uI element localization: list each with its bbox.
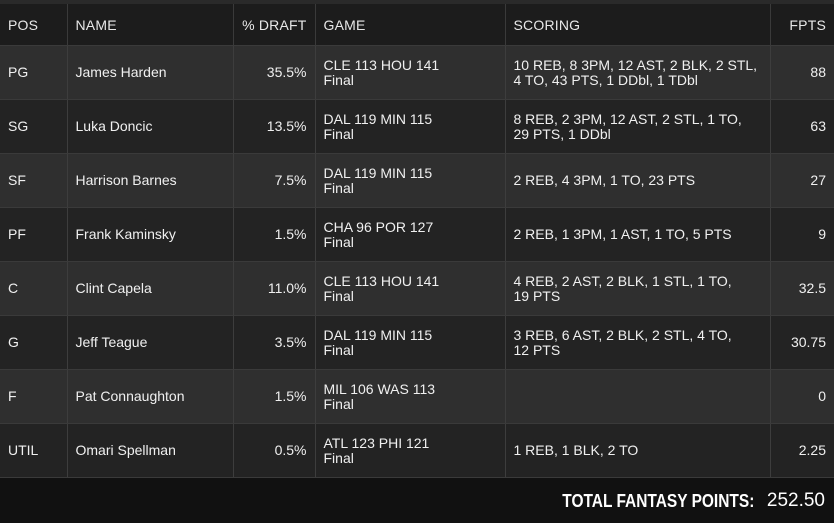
game-score: ATL 123 PHI 121 bbox=[323, 434, 430, 451]
game-status: Final bbox=[323, 287, 354, 304]
header-game[interactable]: GAME bbox=[314, 4, 505, 46]
player-name[interactable]: James Harden bbox=[66, 45, 233, 100]
total-fantasy-points-label: TOTAL FANTASY POINTS: bbox=[561, 491, 754, 511]
game-score: MIL 106 WAS 113 bbox=[323, 380, 436, 397]
fpts-cell: 63 bbox=[769, 99, 834, 154]
draft-percent: 3.5% bbox=[232, 315, 315, 370]
draft-percent: 7.5% bbox=[232, 153, 315, 208]
player-name[interactable]: Omari Spellman bbox=[66, 423, 233, 478]
game-score: DAL 119 MIN 115 bbox=[323, 110, 433, 127]
total-fantasy-points-value: 252.50 bbox=[766, 490, 825, 511]
game-score: CLE 113 HOU 141 bbox=[323, 272, 440, 289]
scoring-line-1: 4 REB, 2 AST, 2 BLK, 1 STL, 1 TO, bbox=[513, 272, 732, 289]
pos-cell: G bbox=[0, 315, 67, 370]
pos-cell: PG bbox=[0, 45, 67, 100]
header-fpts[interactable]: FPTS bbox=[769, 4, 834, 46]
player-name[interactable]: Clint Capela bbox=[66, 261, 233, 316]
scoring-line-1: 3 REB, 6 AST, 2 BLK, 2 STL, 4 TO, bbox=[513, 326, 732, 343]
game-score: DAL 119 MIN 115 bbox=[323, 326, 433, 343]
scoring-cell: 2 REB, 4 3PM, 1 TO, 23 PTS bbox=[504, 153, 770, 208]
pos-cell: C bbox=[0, 261, 67, 316]
scoring-line-2: 19 PTS bbox=[513, 287, 561, 304]
game-score: CHA 96 POR 127 bbox=[323, 218, 434, 235]
table-row: SF Harrison Barnes 7.5% DAL 119 MIN 115 F… bbox=[0, 153, 834, 208]
game-status: Final bbox=[323, 341, 354, 358]
game-cell: CLE 113 HOU 141 Final bbox=[314, 261, 505, 316]
total-footer: TOTAL FANTASY POINTS: 252.50 bbox=[0, 478, 834, 523]
scoring-cell: 8 REB, 2 3PM, 12 AST, 2 STL, 1 TO, 29 PTS… bbox=[504, 99, 770, 154]
scoring-cell: 2 REB, 1 3PM, 1 AST, 1 TO, 5 PTS bbox=[504, 207, 770, 262]
game-cell: ATL 123 PHI 121 Final bbox=[314, 423, 505, 478]
header-draft[interactable]: % DRAFT bbox=[232, 4, 315, 46]
scoring-line-2: 12 PTS bbox=[513, 341, 561, 358]
player-name[interactable]: Harrison Barnes bbox=[66, 153, 233, 208]
fpts-cell: 32.5 bbox=[769, 261, 834, 316]
scoring-line-2: 4 TO, 43 PTS, 1 DDbl, 1 TDbl bbox=[513, 71, 698, 88]
fpts-cell: 9 bbox=[769, 207, 834, 262]
pos-cell: PF bbox=[0, 207, 67, 262]
pos-cell: UTIL bbox=[0, 423, 67, 478]
player-name[interactable]: Pat Connaughton bbox=[66, 369, 233, 424]
draft-percent: 1.5% bbox=[232, 207, 315, 262]
scoring-cell: 3 REB, 6 AST, 2 BLK, 2 STL, 4 TO, 12 PTS bbox=[504, 315, 770, 370]
draft-percent: 1.5% bbox=[232, 369, 315, 424]
game-cell: MIL 106 WAS 113 Final bbox=[314, 369, 505, 424]
player-name[interactable]: Frank Kaminsky bbox=[66, 207, 233, 262]
table-row: SG Luka Doncic 13.5% DAL 119 MIN 115 Fina… bbox=[0, 99, 834, 154]
draft-percent: 35.5% bbox=[232, 45, 315, 100]
game-status: Final bbox=[323, 71, 354, 88]
game-status: Final bbox=[323, 449, 354, 466]
lineup-table: POS NAME % DRAFT GAME SCORING FPTS PG Ja… bbox=[0, 4, 834, 478]
scoring-line-2: 29 PTS, 1 DDbl bbox=[513, 125, 611, 142]
game-cell: DAL 119 MIN 115 Final bbox=[314, 153, 505, 208]
scoring-line-1: 2 REB, 1 3PM, 1 AST, 1 TO, 5 PTS bbox=[513, 226, 732, 242]
game-cell: DAL 119 MIN 115 Final bbox=[314, 99, 505, 154]
header-pos[interactable]: POS bbox=[0, 4, 67, 46]
table-header-row: POS NAME % DRAFT GAME SCORING FPTS bbox=[0, 4, 834, 46]
scoring-cell: 10 REB, 8 3PM, 12 AST, 2 BLK, 2 STL, 4 TO… bbox=[504, 45, 770, 100]
pos-cell: SG bbox=[0, 99, 67, 154]
scoring-cell: 1 REB, 1 BLK, 2 TO bbox=[504, 423, 770, 478]
draft-percent: 13.5% bbox=[232, 99, 315, 154]
player-name[interactable]: Luka Doncic bbox=[66, 99, 233, 154]
draft-percent: 11.0% bbox=[232, 261, 315, 316]
top-border bbox=[0, 0, 834, 4]
header-scoring[interactable]: SCORING bbox=[504, 4, 770, 46]
table-row: G Jeff Teague 3.5% DAL 119 MIN 115 Final … bbox=[0, 315, 834, 370]
pos-cell: SF bbox=[0, 153, 67, 208]
game-cell: CLE 113 HOU 141 Final bbox=[314, 45, 505, 100]
game-cell: DAL 119 MIN 115 Final bbox=[314, 315, 505, 370]
fpts-cell: 27 bbox=[769, 153, 834, 208]
game-status: Final bbox=[323, 179, 354, 196]
scoring-cell: 4 REB, 2 AST, 2 BLK, 1 STL, 1 TO, 19 PTS bbox=[504, 261, 770, 316]
game-cell: CHA 96 POR 127 Final bbox=[314, 207, 505, 262]
draft-percent: 0.5% bbox=[232, 423, 315, 478]
scoring-line-1: 2 REB, 4 3PM, 1 TO, 23 PTS bbox=[513, 172, 696, 188]
game-score: DAL 119 MIN 115 bbox=[323, 164, 433, 181]
table-row: PF Frank Kaminsky 1.5% CHA 96 POR 127 Fin… bbox=[0, 207, 834, 262]
header-name[interactable]: NAME bbox=[66, 4, 233, 46]
game-status: Final bbox=[323, 395, 354, 412]
scoring-line-1: 8 REB, 2 3PM, 12 AST, 2 STL, 1 TO, bbox=[513, 110, 742, 127]
pos-cell: F bbox=[0, 369, 67, 424]
scoring-line-1: 1 REB, 1 BLK, 2 TO bbox=[513, 442, 639, 458]
player-name[interactable]: Jeff Teague bbox=[66, 315, 233, 370]
fpts-cell: 88 bbox=[769, 45, 834, 100]
fpts-cell: 0 bbox=[769, 369, 834, 424]
table-row: C Clint Capela 11.0% CLE 113 HOU 141 Fina… bbox=[0, 261, 834, 316]
game-status: Final bbox=[323, 125, 354, 142]
game-score: CLE 113 HOU 141 bbox=[323, 56, 440, 73]
scoring-cell bbox=[504, 369, 770, 424]
table-row: PG James Harden 35.5% CLE 113 HOU 141 Fin… bbox=[0, 45, 834, 100]
game-status: Final bbox=[323, 233, 354, 250]
fpts-cell: 2.25 bbox=[769, 423, 834, 478]
table-row: F Pat Connaughton 1.5% MIL 106 WAS 113 Fi… bbox=[0, 369, 834, 424]
table-row: UTIL Omari Spellman 0.5% ATL 123 PHI 121… bbox=[0, 423, 834, 478]
scoring-line-1: 10 REB, 8 3PM, 12 AST, 2 BLK, 2 STL, bbox=[513, 56, 758, 73]
fpts-cell: 30.75 bbox=[769, 315, 834, 370]
